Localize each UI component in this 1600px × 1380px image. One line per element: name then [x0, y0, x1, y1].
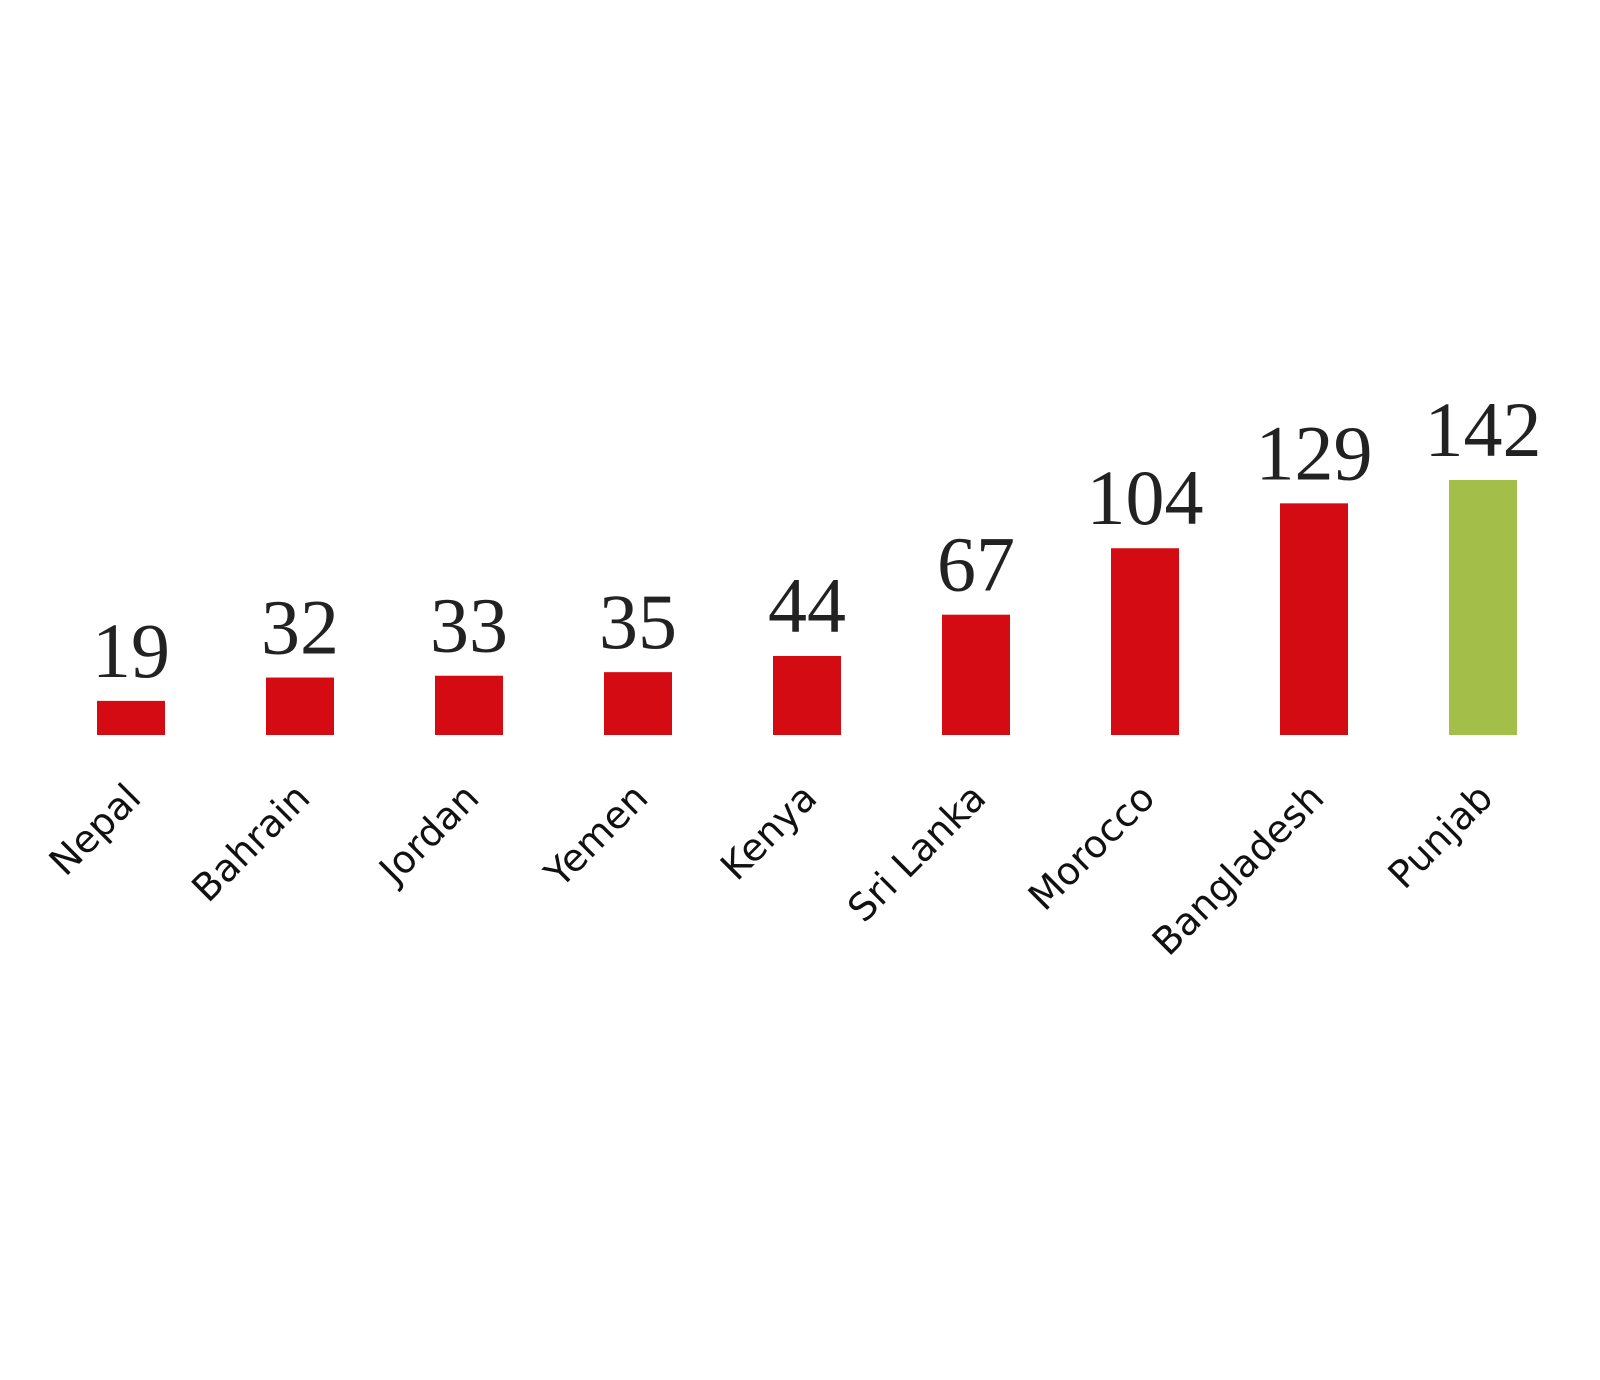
bar	[266, 677, 334, 735]
x-tick-label: Sri Lanka	[839, 775, 994, 930]
value-label: 129	[1256, 409, 1373, 496]
bar	[435, 675, 503, 735]
x-tick-label: Yemen	[535, 775, 656, 896]
bar	[97, 700, 165, 735]
bar	[604, 672, 672, 735]
bar	[1111, 548, 1179, 735]
value-label: 35	[599, 578, 677, 665]
x-tick-label: Punjab	[1379, 775, 1501, 897]
value-label: 32	[261, 584, 339, 671]
value-label: 33	[430, 582, 508, 669]
bar	[942, 614, 1010, 735]
bar	[773, 655, 841, 735]
bar	[1280, 503, 1348, 735]
x-tick-label: Nepal	[41, 775, 150, 884]
value-label: 67	[937, 521, 1015, 608]
x-tick-label: Jordan	[369, 775, 487, 893]
value-label: 19	[92, 607, 170, 694]
x-tick-label: Bahrain	[183, 775, 318, 910]
value-label: 104	[1087, 454, 1204, 541]
bar	[1449, 480, 1517, 735]
x-tick-label: Morocco	[1020, 775, 1164, 919]
value-label: 44	[768, 562, 846, 649]
x-tick-label: Bangladesh	[1144, 775, 1333, 964]
value-label: 142	[1425, 386, 1542, 473]
x-tick-label: Kenya	[712, 775, 825, 888]
